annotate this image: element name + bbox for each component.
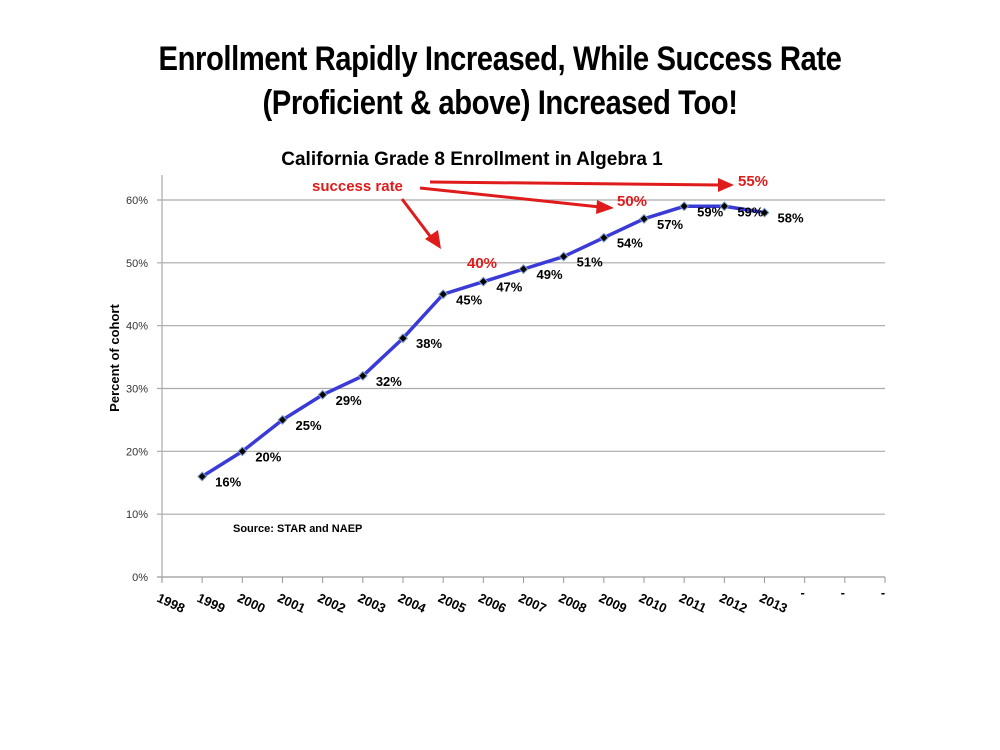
data-point-marker xyxy=(761,209,768,217)
data-point-marker xyxy=(479,278,487,286)
x-tick-label: 2007 xyxy=(516,590,549,616)
x-tick-label: - xyxy=(800,585,804,600)
x-tick-label: 2004 xyxy=(396,590,429,616)
arrow-head xyxy=(596,200,614,214)
data-label: 32% xyxy=(376,374,402,389)
data-point-marker xyxy=(720,202,728,210)
data-point-marker xyxy=(680,202,688,210)
data-label: 49% xyxy=(537,267,563,282)
y-tick-label: 20% xyxy=(126,446,148,458)
x-tick-label: 2001 xyxy=(275,590,308,616)
y-tick-label: 0% xyxy=(132,572,148,584)
slide-title-line-1: Enrollment Rapidly Increased, While Succ… xyxy=(158,40,842,78)
arrow-head xyxy=(425,230,441,249)
y-tick-label: 30% xyxy=(126,384,148,396)
data-point-marker xyxy=(640,215,648,223)
x-tick-label: 2011 xyxy=(677,590,709,616)
data-label: 51% xyxy=(577,255,603,270)
data-label: 59% xyxy=(697,204,723,219)
data-label: 20% xyxy=(255,449,281,464)
data-point-marker xyxy=(600,234,608,242)
success-rate-value: 50% xyxy=(617,193,647,210)
data-label: 29% xyxy=(336,393,362,408)
data-label: 58% xyxy=(778,211,804,226)
x-tick-label: 1998 xyxy=(155,590,188,616)
data-label: 47% xyxy=(496,280,522,295)
data-label: 45% xyxy=(456,292,482,307)
chart-title: California Grade 8 Enrollment in Algebra… xyxy=(281,149,663,170)
x-tick-label: - xyxy=(841,585,845,600)
x-tick-label: 2000 xyxy=(235,590,268,616)
data-label: 16% xyxy=(215,474,241,489)
data-point-marker xyxy=(238,447,246,455)
y-tick-label: 60% xyxy=(126,195,148,207)
x-tick-label: 2009 xyxy=(597,590,630,616)
source-note: Source: STAR and NAEP xyxy=(233,523,362,535)
data-point-marker xyxy=(399,334,407,342)
success-rate-value: 55% xyxy=(738,173,768,190)
arrow-head xyxy=(718,178,734,192)
x-tick-label: 2005 xyxy=(436,590,469,616)
data-label: 59% xyxy=(737,204,763,219)
x-tick-label: 2003 xyxy=(356,590,389,616)
arrow-line xyxy=(429,180,721,187)
arrow-line xyxy=(400,198,435,241)
data-label: 25% xyxy=(296,418,322,433)
data-point-marker xyxy=(560,253,568,261)
x-tick-label: 2013 xyxy=(757,590,790,616)
y-tick-label: 10% xyxy=(126,509,148,521)
x-tick-label: 2008 xyxy=(556,590,589,616)
data-label: 54% xyxy=(617,236,643,251)
data-label: 38% xyxy=(416,336,442,351)
x-tick-label: 2010 xyxy=(637,590,670,616)
success-rate-value: 40% xyxy=(467,255,497,272)
x-tick-label: 1999 xyxy=(195,590,228,616)
data-point-marker xyxy=(439,290,447,298)
x-tick-label: 2006 xyxy=(476,590,509,616)
data-point-marker xyxy=(279,416,286,424)
x-tick-label: 2002 xyxy=(315,590,348,616)
data-point-marker xyxy=(359,372,367,380)
y-axis-label: Percent of cohort xyxy=(107,304,122,412)
success-rate-label: success rate xyxy=(312,178,403,195)
data-point-marker xyxy=(520,265,527,273)
y-tick-label: 40% xyxy=(126,321,148,333)
x-tick-label: 2012 xyxy=(717,590,750,616)
x-tick-label: - xyxy=(881,585,885,600)
data-label: 57% xyxy=(657,217,683,232)
slide-title-line-2: (Proficient & above) Increased Too! xyxy=(262,84,738,122)
arrow-line xyxy=(419,186,601,209)
data-point-marker xyxy=(198,472,206,480)
y-tick-label: 50% xyxy=(126,258,148,270)
series-line xyxy=(201,204,765,478)
data-point-marker xyxy=(319,391,327,399)
